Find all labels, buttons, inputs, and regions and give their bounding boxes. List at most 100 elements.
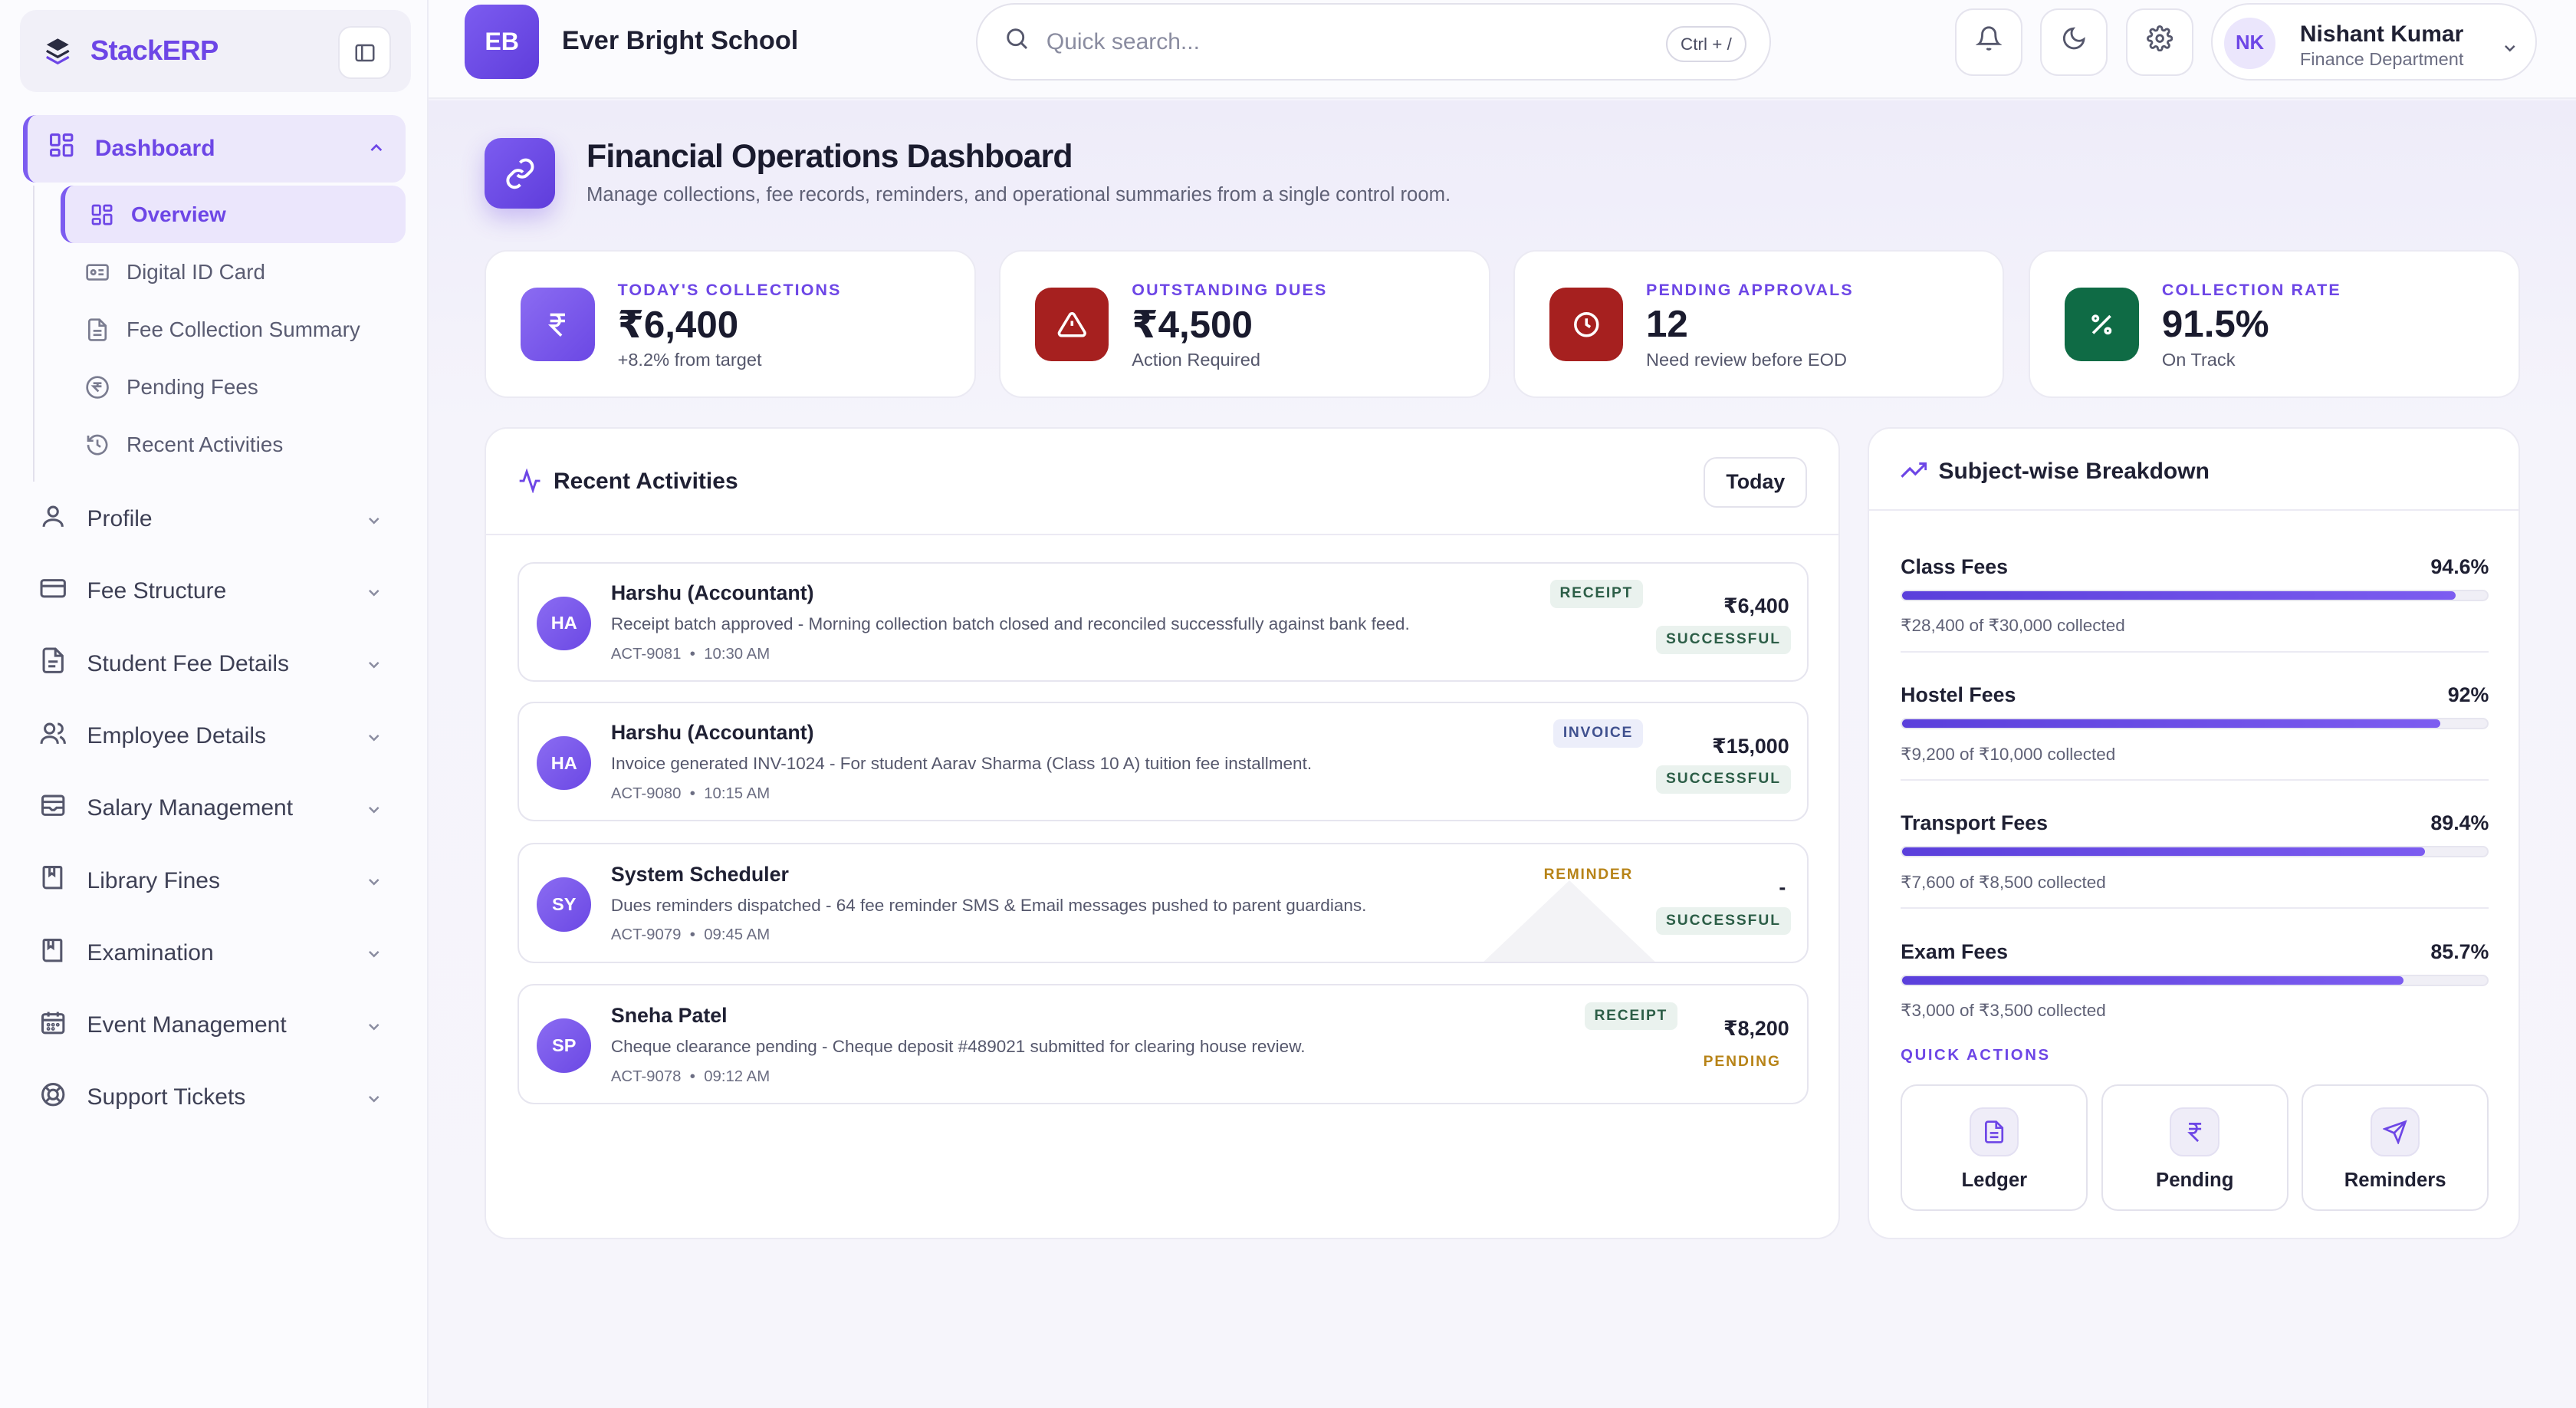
kpi-subtext: Action Required xyxy=(1132,350,1260,370)
activity-actor: System Scheduler xyxy=(610,862,789,886)
book-icon xyxy=(39,864,67,897)
activity-item[interactable]: HA Harshu (Accountant) Invoice generated… xyxy=(517,701,1809,822)
subnav-item-fee-collection-summary[interactable]: Fee Collection Summary xyxy=(33,301,429,358)
activity-meta: ACT-9079 • 09:45 AM xyxy=(610,926,770,944)
status-badge: SUCCESSFUL xyxy=(1656,626,1791,654)
quick-actions-heading: QUICK ACTIONS xyxy=(1901,1046,2051,1064)
kpi-card-collection-rate[interactable]: COLLECTION RATE 91.5% On Track xyxy=(2029,249,2521,398)
school-badge[interactable]: EB xyxy=(465,5,539,79)
subject-percent: 92% xyxy=(2447,683,2489,707)
user-department: Finance Department xyxy=(2299,49,2464,70)
subject-row: Exam Fees 85.7% ₹3,000 of ₹3,500 collect… xyxy=(1901,909,2489,1037)
progress-track xyxy=(1901,718,2489,730)
sidebar-item-label: Support Tickets xyxy=(87,1084,246,1110)
activity-item[interactable]: SY System Scheduler Dues reminders dispa… xyxy=(517,843,1809,963)
status-badge: SUCCESSFUL xyxy=(1656,765,1791,794)
subnav-item-label: Digital ID Card xyxy=(126,259,266,284)
users-icon xyxy=(39,719,67,753)
search-bar[interactable]: Ctrl + / xyxy=(975,3,1772,81)
document-icon xyxy=(85,317,110,347)
search-shortcut-badge: Ctrl + / xyxy=(1665,26,1747,63)
activity-item[interactable]: HA Harshu (Accountant) Receipt batch app… xyxy=(517,561,1809,683)
kpi-card-todays-collections[interactable]: TODAY'S COLLECTIONS ₹6,400 +8.2% from ta… xyxy=(485,249,976,398)
trending-up-icon xyxy=(1901,457,1927,490)
progress-track xyxy=(1901,846,2489,858)
activity-item[interactable]: SP Sneha Patel Cheque clearance pending … xyxy=(517,984,1809,1104)
sidebar-item-fee-structure[interactable]: Fee Structure xyxy=(0,555,429,627)
sidebar-item-event-management[interactable]: Event Management xyxy=(0,989,429,1061)
grid-icon xyxy=(90,202,114,232)
send-icon xyxy=(2370,1107,2420,1157)
sidebar-item-employee-details[interactable]: Employee Details xyxy=(0,700,429,772)
subnav-item-recent-activities[interactable]: Recent Activities xyxy=(33,416,429,473)
activity-actor: Harshu (Accountant) xyxy=(610,581,814,605)
rupee-circle-icon xyxy=(85,375,110,405)
activity-meta: ACT-9080 • 10:15 AM xyxy=(610,785,770,802)
sidebar-item-salary-management[interactable]: Salary Management xyxy=(0,772,429,844)
collapse-sidebar-button[interactable] xyxy=(338,26,391,79)
subject-name: Hostel Fees xyxy=(1901,683,2016,707)
activity-description: Invoice generated INV-1024 - For student… xyxy=(610,754,1313,774)
kpi-label: TODAY'S COLLECTIONS xyxy=(617,281,842,300)
kpi-card-outstanding-dues[interactable]: OUTSTANDING DUES ₹4,500 Action Required xyxy=(998,249,1490,398)
subject-caption: ₹28,400 of ₹30,000 collected xyxy=(1901,616,2125,636)
settings-button[interactable] xyxy=(2125,8,2193,76)
sidebar-item-library-fines[interactable]: Library Fines xyxy=(0,844,429,916)
lifebuoy-icon xyxy=(39,1081,67,1114)
activity-description: Receipt batch approved - Morning collect… xyxy=(610,614,1410,634)
credit-card-icon xyxy=(39,574,67,608)
recent-activities-panel: Recent Activities Today HA Harshu (Accou… xyxy=(485,427,1841,1239)
kpi-label: COLLECTION RATE xyxy=(2161,281,2341,300)
sidebar-item-support-tickets[interactable]: Support Tickets xyxy=(0,1061,429,1133)
quick-action-reminders-button[interactable]: Reminders xyxy=(2302,1084,2489,1212)
chevron-down-icon xyxy=(365,1088,383,1114)
sidebar-item-label: Student Fee Details xyxy=(87,650,290,676)
sidebar-item-student-fee-details[interactable]: Student Fee Details xyxy=(0,628,429,700)
avatar: SP xyxy=(537,1018,592,1073)
search-icon xyxy=(1004,25,1030,58)
chevron-down-icon xyxy=(2501,35,2519,64)
subject-row: Transport Fees 89.4% ₹7,600 of ₹8,500 co… xyxy=(1901,781,2489,909)
activity-amount: ₹15,000 xyxy=(1712,734,1789,758)
kpi-subtext: On Track xyxy=(2161,350,2236,370)
subnav-item-overview[interactable]: Overview xyxy=(61,186,406,244)
chevron-up-icon xyxy=(366,135,386,165)
rupee-icon xyxy=(2170,1107,2220,1157)
calendar-icon xyxy=(39,1008,67,1042)
sidebar-item-label: Library Fines xyxy=(87,867,220,893)
theme-toggle-button[interactable] xyxy=(2040,8,2108,76)
date-filter-button[interactable]: Today xyxy=(1704,456,1808,508)
subnav-item-digital-id-card[interactable]: Digital ID Card xyxy=(33,243,429,301)
notifications-button[interactable] xyxy=(1955,8,2022,76)
user-icon xyxy=(39,502,67,536)
topbar: EB Ever Bright School Ctrl + / NK Nishan… xyxy=(429,0,2576,99)
sidebar-item-profile[interactable]: Profile xyxy=(0,483,429,555)
user-menu[interactable]: NK Nishant Kumar Finance Department xyxy=(2211,3,2537,81)
quick-action-pending-button[interactable]: Pending xyxy=(2101,1084,2288,1212)
search-input[interactable] xyxy=(1046,28,1605,55)
clock-icon xyxy=(1549,287,1624,362)
quick-action-ledger-button[interactable]: Ledger xyxy=(1901,1084,2088,1212)
sidebar-item-label: Fee Structure xyxy=(87,578,227,604)
kpi-card-pending-approvals[interactable]: PENDING APPROVALS 12 Need review before … xyxy=(1513,249,2005,398)
subject-row: Hostel Fees 92% ₹9,200 of ₹10,000 collec… xyxy=(1901,653,2489,781)
page-title: Financial Operations Dashboard xyxy=(586,137,1073,175)
sidebar-item-dashboard[interactable]: Dashboard xyxy=(23,115,406,183)
type-badge: RECEIPT xyxy=(1549,580,1643,608)
progress-fill xyxy=(1902,719,2441,729)
subnav-item-label: Fee Collection Summary xyxy=(126,317,360,341)
decorative-shape xyxy=(1480,880,1660,962)
rupee-icon xyxy=(521,287,595,362)
id-card-icon xyxy=(85,260,110,290)
sidebar-item-examination[interactable]: Examination xyxy=(0,917,429,989)
clipboard-icon xyxy=(39,936,67,970)
activity-meta: ACT-9081 • 10:30 AM xyxy=(610,645,770,663)
subnav-item-pending-fees[interactable]: Pending Fees xyxy=(33,358,429,416)
file-icon xyxy=(39,646,67,680)
dashboard-subnav: Overview Digital ID Card Fee Collection … xyxy=(32,186,429,482)
subnav-item-label: Pending Fees xyxy=(126,374,258,399)
subject-name: Exam Fees xyxy=(1901,939,2009,963)
avatar: HA xyxy=(537,596,592,651)
main-content: Financial Operations Dashboard Manage co… xyxy=(429,100,2576,1408)
subject-breakdown-panel: Subject-wise Breakdown Class Fees 94.6% … xyxy=(1868,427,2521,1239)
